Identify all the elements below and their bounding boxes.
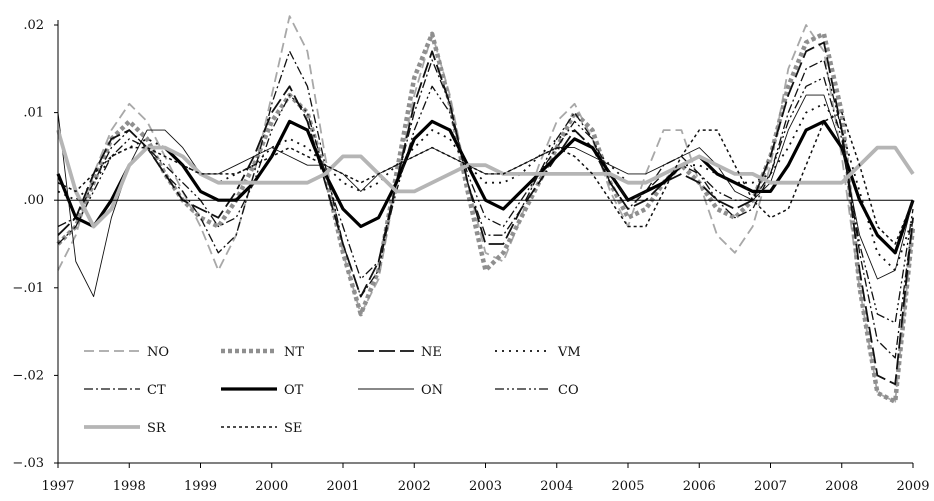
- x-tick-label: 1999: [184, 479, 217, 494]
- x-tick-label: 2008: [825, 479, 858, 494]
- legend-label: NO: [147, 345, 169, 360]
- legend-item-co: CO: [495, 383, 579, 398]
- y-tick-label: .01: [23, 106, 44, 121]
- legend-item-ne: NE: [358, 345, 442, 360]
- legend-item-nt: NT: [221, 345, 304, 360]
- series-layer: [56, 15, 916, 404]
- y-tick-label: −.02: [12, 368, 44, 383]
- x-tick-label: 2007: [754, 479, 787, 494]
- series-line-se: [57, 111, 914, 245]
- legend-label: ON: [421, 383, 443, 398]
- legend-label: OT: [284, 383, 304, 398]
- series-line-ne: [57, 41, 914, 386]
- legend-label: NE: [421, 345, 442, 360]
- x-tick-label: 2004: [540, 479, 573, 494]
- series-line-vm: [57, 102, 914, 272]
- x-tick-label: 2002: [398, 479, 431, 494]
- y-tick-label: −.03: [12, 456, 44, 471]
- legend-item-ot: OT: [221, 383, 304, 398]
- legend-label: SR: [147, 421, 167, 436]
- legend-item-ct: CT: [84, 383, 166, 398]
- y-tick-label: −.01: [12, 281, 44, 296]
- legend-label: NT: [284, 345, 304, 360]
- x-tick-label: 2000: [255, 479, 288, 494]
- y-tick-label: .00: [23, 193, 44, 208]
- x-tick-label: 2005: [611, 479, 644, 494]
- x-tick-label: 2009: [896, 479, 929, 494]
- x-tick-label: 2003: [469, 479, 502, 494]
- y-tick-label: .02: [23, 18, 44, 33]
- legend-label: CO: [558, 383, 579, 398]
- legend-item-vm: VM: [495, 345, 581, 360]
- axes-layer: .02 .01 .00 −.01 −.02 −.03 1997 1998 1999 2000 200…: [12, 18, 929, 494]
- x-tick-label: 2001: [326, 479, 359, 494]
- legend-item-no: NO: [84, 345, 169, 360]
- x-tick-label: 1997: [41, 479, 74, 494]
- series-line-no: [57, 15, 914, 403]
- legend-label: VM: [557, 345, 581, 360]
- x-tick-label: 1998: [113, 479, 146, 494]
- legend-item-se: SE: [221, 421, 302, 436]
- legend-label: CT: [147, 383, 166, 398]
- legend-item-sr: SR: [84, 421, 167, 436]
- x-tick-label: 2006: [683, 479, 716, 494]
- legend: NO NT NE VM CT OT ON CO SR SE: [84, 345, 581, 436]
- legend-item-on: ON: [358, 383, 443, 398]
- series-line-sr: [56, 129, 915, 229]
- legend-label: SE: [284, 421, 302, 436]
